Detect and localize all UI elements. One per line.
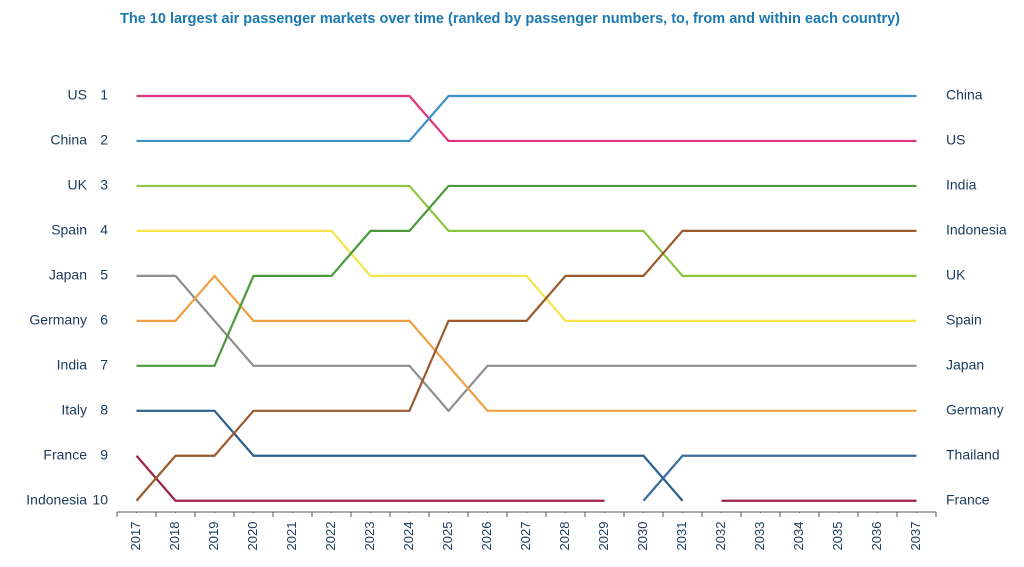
y-tick-label: 5 [100,267,108,283]
right-label: France [946,491,990,507]
x-tick-label: 2031 [674,522,689,551]
y-tick-label: 10 [92,491,108,507]
series-line [136,94,917,143]
series-line [136,184,917,367]
x-tick-label: 2024 [401,522,416,551]
y-tick-label: 4 [100,222,108,238]
right-label: US [946,132,965,148]
x-tick-label: 2023 [362,522,377,551]
x-tick-label: 2018 [167,522,182,551]
x-tick-label: 2025 [440,522,455,551]
series-line [135,229,917,502]
x-tick-label: 2017 [128,522,143,551]
y-tick-label: 8 [100,402,108,418]
y-tick-label: 1 [100,87,108,103]
x-tick-label: 2029 [596,522,611,551]
series-line [136,409,684,502]
right-label: India [946,177,977,193]
series-line [136,274,917,413]
left-label: Japan [49,267,87,283]
x-tick-label: 2028 [557,522,572,551]
x-tick-label: 2026 [479,522,494,551]
x-tick-label: 2033 [752,522,767,551]
left-label: UK [68,177,88,193]
right-label: Indonesia [946,222,1007,238]
right-label: Thailand [946,446,1000,462]
x-tick-label: 2019 [206,522,221,551]
x-tick-label: 2020 [245,522,260,551]
left-label: China [50,132,87,148]
right-label: Japan [946,357,984,373]
series-line [136,94,917,143]
x-tick-label: 2030 [635,522,650,551]
series-line [135,455,917,502]
left-label: France [43,446,87,462]
y-tick-label: 7 [100,357,108,373]
y-tick-label: 3 [100,177,108,193]
x-tick-label: 2036 [869,522,884,551]
chart-title: The 10 largest air passenger markets ove… [120,11,900,27]
left-label: US [68,87,87,103]
x-tick-label: 2022 [323,522,338,551]
series-line [136,229,917,322]
x-tick-label: 2037 [908,522,923,551]
left-label: India [57,357,88,373]
x-tick-label: 2032 [713,522,728,551]
y-tick-label: 2 [100,132,108,148]
x-tick-label: 2034 [791,522,806,551]
left-label: Germany [29,312,87,328]
left-label: Indonesia [26,491,87,507]
right-label: Germany [946,402,1004,418]
series-line [136,274,917,412]
x-tick-label: 2027 [518,522,533,551]
right-label: Spain [946,312,982,328]
left-label: Spain [51,222,87,238]
x-tick-label: 2021 [284,522,299,551]
y-tick-label: 6 [100,312,108,328]
left-label: Italy [61,402,87,418]
series-line [642,454,917,502]
right-label: UK [946,267,966,283]
x-tick-label: 2035 [830,522,845,551]
y-tick-label: 9 [100,446,108,462]
series-line [136,184,917,277]
right-label: China [946,87,983,103]
